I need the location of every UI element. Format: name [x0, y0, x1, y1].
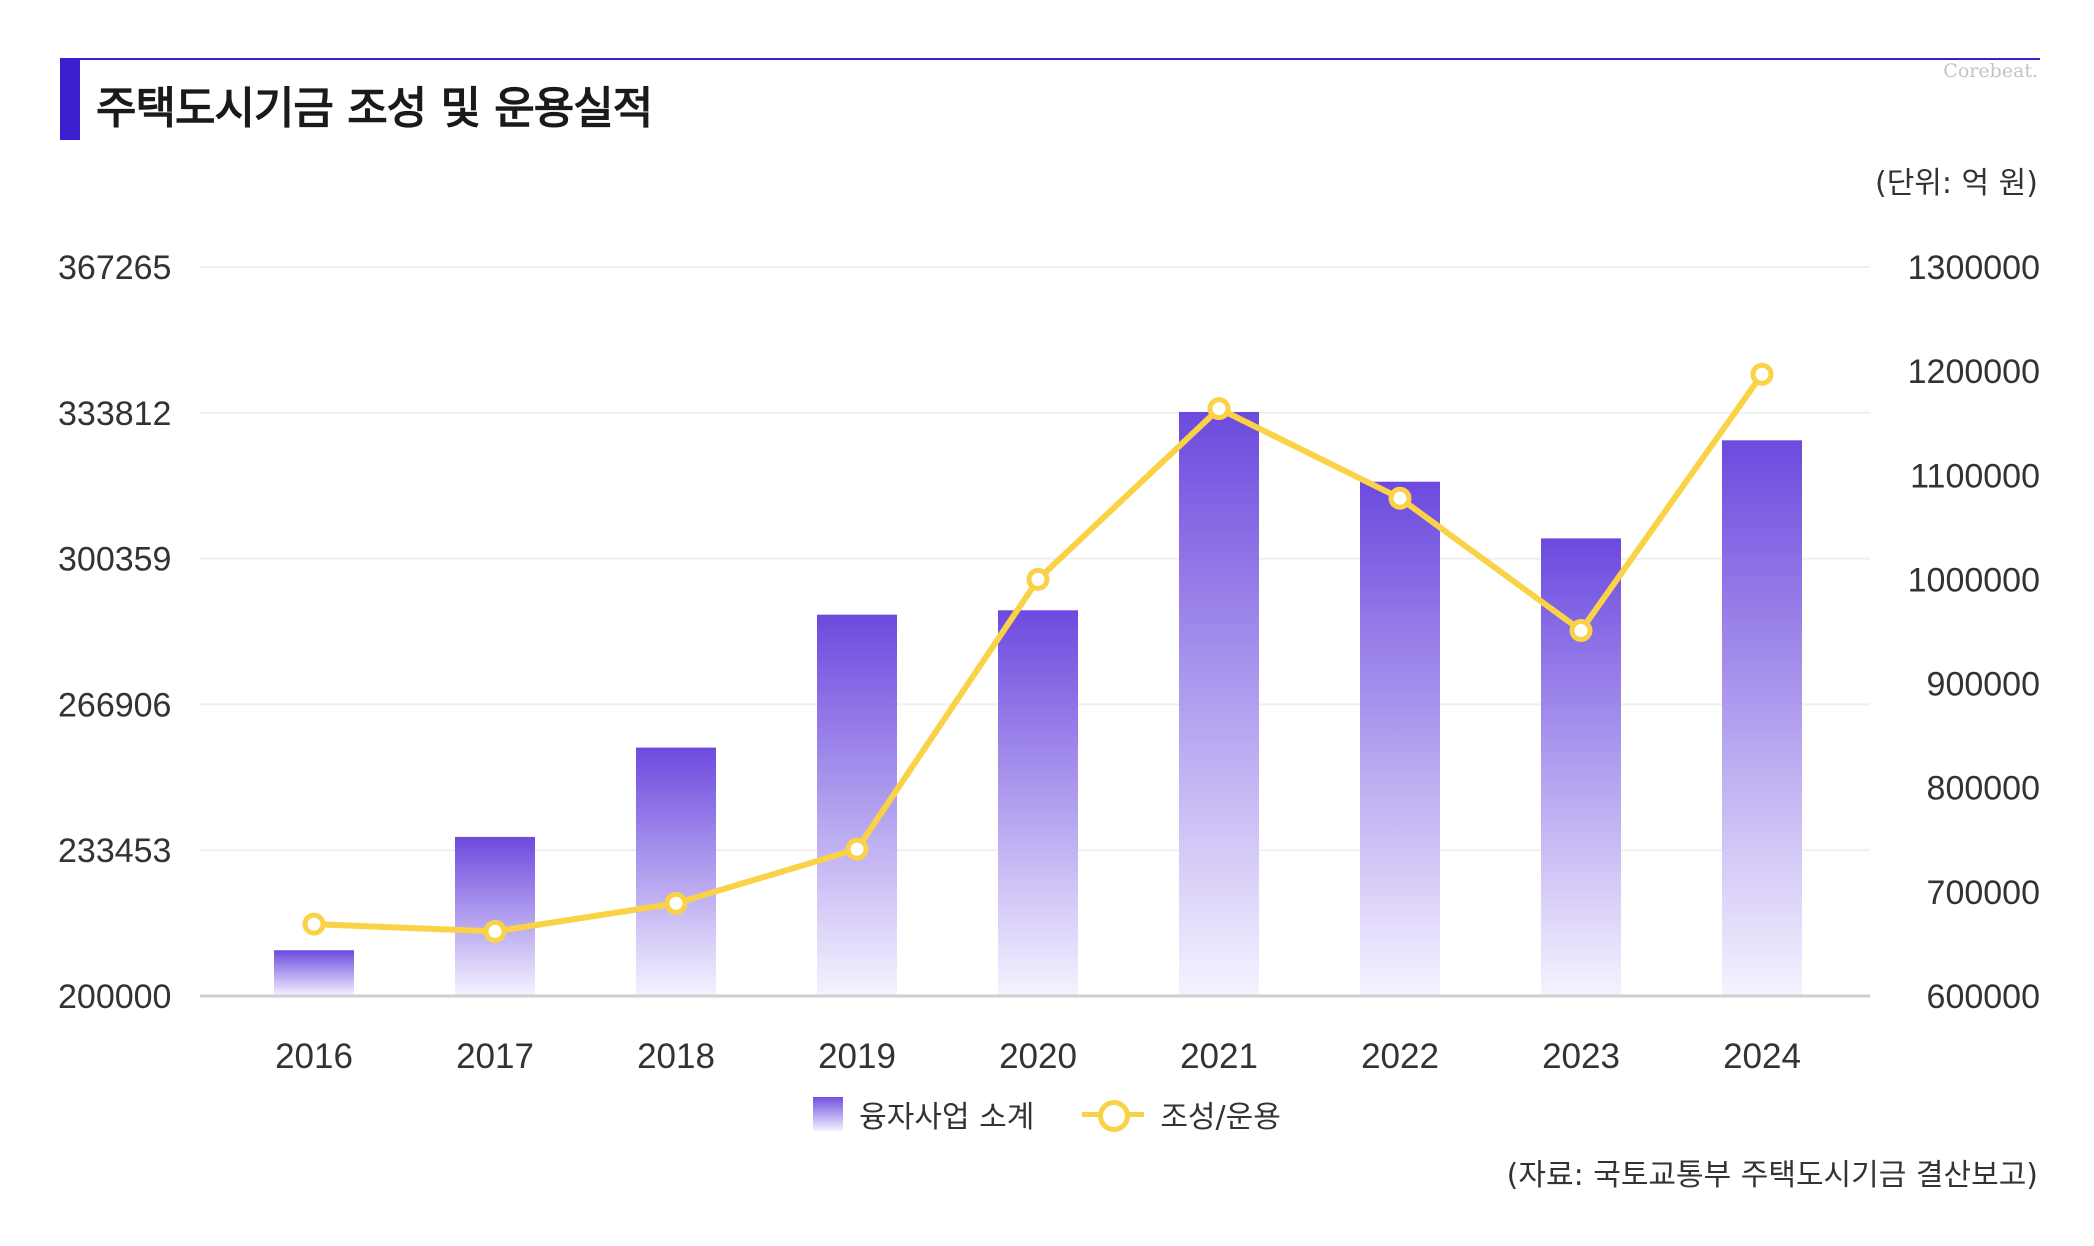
- left-tick-label: 233453: [58, 832, 171, 870]
- x-tick-label: 2023: [1542, 1037, 1620, 1076]
- line-point-2020: [1026, 567, 1050, 591]
- brand-logo: Corebeat.: [1943, 60, 2038, 82]
- line-point-2021: [1207, 397, 1231, 421]
- legend-item-line: 조성/운용: [1082, 1092, 1281, 1136]
- right-tick-label: 1000000: [1908, 561, 2040, 599]
- bar-2022: [1360, 481, 1440, 996]
- x-tick-label: 2016: [275, 1037, 353, 1076]
- left-tick-label: 367265: [58, 249, 171, 287]
- x-axis-labels: 2016 2017 2018 2019 2020 2021 2022 2023 2024: [275, 1037, 1801, 1076]
- header-rule: [60, 58, 2040, 60]
- x-tick-label: 2019: [818, 1037, 896, 1076]
- right-tick-label: 1300000: [1908, 249, 2040, 287]
- legend-bar-swatch: [813, 1097, 844, 1131]
- unit-note: (단위: 억 원): [1875, 166, 2038, 201]
- legend-line-marker: [1082, 1097, 1145, 1132]
- legend-item-bar: 융자사업 소계: [813, 1092, 1034, 1136]
- left-tick-label: 200000: [58, 978, 171, 1016]
- bar-2016: [274, 950, 354, 996]
- line-point-2022: [1388, 486, 1412, 510]
- bar-2020: [998, 610, 1078, 996]
- bar-2024: [1722, 440, 1802, 996]
- line-point-2016: [302, 912, 326, 936]
- bar-2017: [455, 836, 535, 996]
- line-point-2023: [1569, 618, 1593, 642]
- legend: 융자사업 소계 조성/운용: [0, 1092, 2094, 1136]
- right-tick-label: 600000: [1927, 978, 2040, 1016]
- x-tick-label: 2020: [999, 1037, 1077, 1076]
- x-tick-label: 2017: [456, 1037, 534, 1076]
- legend-bar-label: 융자사업 소계: [859, 1100, 1035, 1135]
- left-tick-label: 300359: [58, 541, 171, 579]
- line-point-2017: [483, 919, 507, 943]
- left-axis-labels: 200000 233453 266906 300359 333812 367265: [58, 249, 171, 1016]
- chart-title: 주택도시기금 조성 및 운용실적: [96, 83, 653, 134]
- right-axis-labels: 600000 700000 800000 900000 1000000 1100000 12…: [1908, 249, 2040, 1016]
- right-tick-label: 800000: [1927, 770, 2040, 808]
- source-note: (자료: 국토교통부 주택도시기금 결산보고): [1506, 1158, 2038, 1193]
- line-point-2024: [1750, 362, 1774, 386]
- bar-2018: [636, 747, 716, 996]
- x-tick-label: 2022: [1361, 1037, 1439, 1076]
- line-point-2019: [845, 837, 869, 861]
- right-tick-label: 900000: [1927, 666, 2040, 704]
- x-tick-label: 2021: [1180, 1037, 1258, 1076]
- legend-line-label: 조성/운용: [1160, 1100, 1281, 1135]
- right-tick-label: 1100000: [1910, 457, 2040, 495]
- left-tick-label: 333812: [58, 395, 171, 433]
- right-tick-label: 700000: [1927, 874, 2040, 912]
- title-accent-bar: [60, 58, 80, 140]
- right-tick-label: 1200000: [1908, 353, 2040, 391]
- x-tick-label: 2024: [1723, 1037, 1801, 1076]
- line-point-2018: [664, 891, 688, 915]
- line-series: [302, 362, 1774, 943]
- left-tick-label: 266906: [58, 686, 171, 724]
- bar-2021: [1179, 411, 1259, 997]
- x-tick-label: 2018: [637, 1037, 715, 1076]
